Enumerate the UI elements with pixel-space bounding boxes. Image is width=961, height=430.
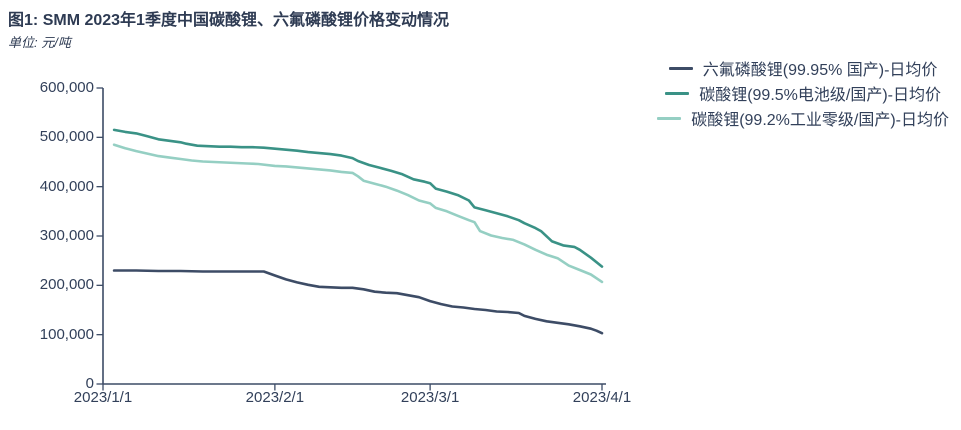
y-tick-label: 600,000 <box>39 79 94 96</box>
legend-item-1: 碳酸锂(99.5%电池级/国产)-日均价 <box>665 81 941 105</box>
y-tick-label: 500,000 <box>39 128 94 146</box>
y-tick-label: 100,000 <box>39 325 94 343</box>
x-tick-label: 2023/2/1 <box>245 389 305 406</box>
y-tick-label: 200,000 <box>39 276 94 294</box>
price-line-0 <box>112 269 604 335</box>
figure-label: 图1: <box>8 12 39 29</box>
price-line-1 <box>112 128 604 268</box>
y-tick-label: 0 <box>85 375 94 392</box>
legend-label: 碳酸锂(99.5%电池级/国产)-日均价 <box>699 87 941 104</box>
unit-label: 单位: 元/吨 <box>8 35 71 50</box>
legend-item-2: 碳酸锂(99.2%工业零级/国产)-日均价 <box>657 106 949 130</box>
legend-line-marker <box>665 91 690 95</box>
legend-label: 六氟磷酸锂(99.95% 国产)-日均价 <box>702 62 938 79</box>
legend-line-marker <box>657 116 682 120</box>
legend-label: 碳酸锂(99.2%工业零级/国产)-日均价 <box>691 112 949 129</box>
chart-legend: 六氟磷酸锂(99.95% 国产)-日均价 碳酸锂(99.5%电池级/国产)-日均价… <box>657 56 949 130</box>
figure-title: 图1: SMM 2023年1季度中国碳酸锂、六氟磷酸锂价格变动情况 <box>8 6 449 30</box>
y-tick-label: 300,000 <box>39 227 94 244</box>
legend-item-0: 六氟磷酸锂(99.95% 国产)-日均价 <box>668 56 938 80</box>
x-tick-label: 2023/1/1 <box>73 389 133 406</box>
legend-line-marker <box>668 66 693 70</box>
x-tick-label: 2023/3/1 <box>400 389 460 406</box>
figure-title-text: SMM 2023年1季度中国碳酸锂、六氟磷酸锂价格变动情况 <box>42 12 449 29</box>
price-line-2 <box>112 143 604 284</box>
x-tick-label: 2023/4/1 <box>572 389 632 406</box>
y-tick-label: 400,000 <box>39 177 94 195</box>
